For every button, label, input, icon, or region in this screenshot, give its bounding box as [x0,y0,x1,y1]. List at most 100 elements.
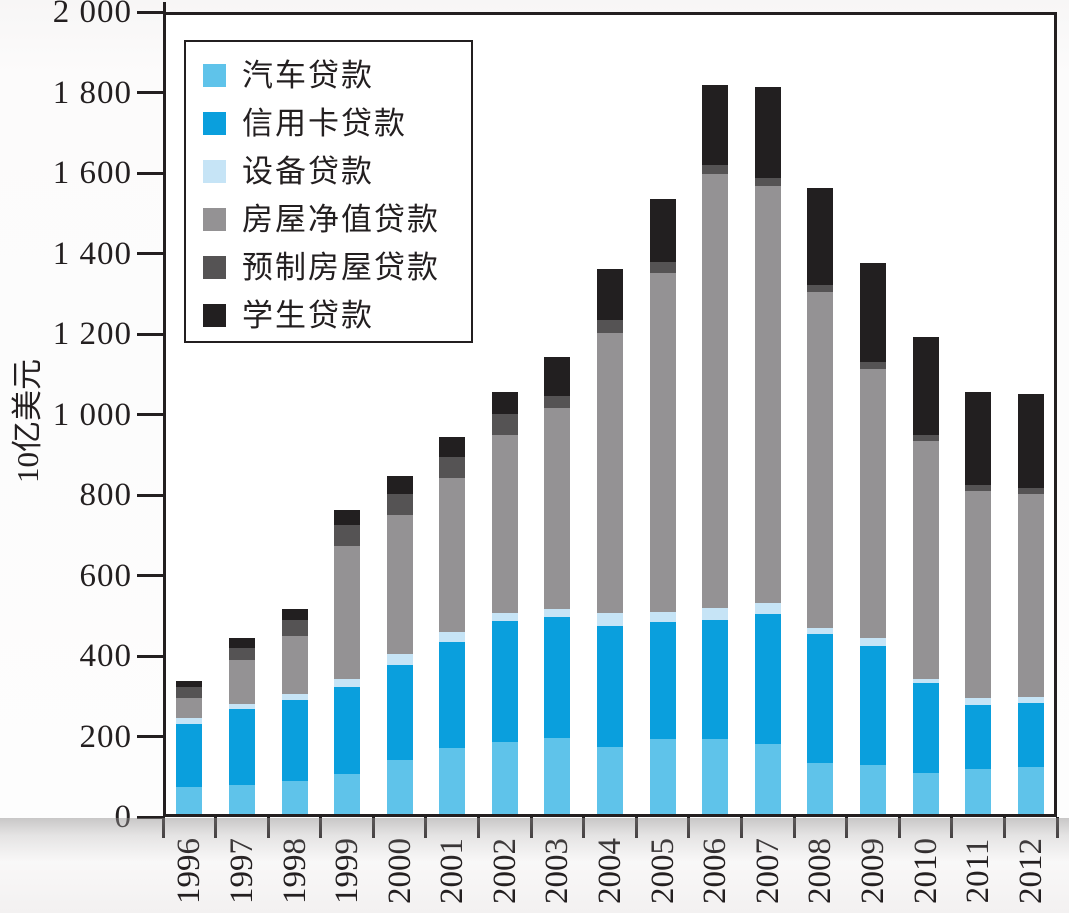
y-tick-label-400: 400 [79,638,132,674]
bar-2005-segment-home-equity-loans [649,273,676,613]
bar-2011-segment-student-loans [965,391,992,485]
bar-1998-segment-equipment-loans [281,693,308,700]
legend-item-student-loans: 学生贷款 [186,291,471,339]
bar-2002-segment-credit-card-loans [491,621,518,742]
bar-1996 [176,681,203,817]
bar-1999-segment-credit-card-loans [334,686,361,774]
legend-label-auto-loans: 汽车贷款 [242,57,374,93]
bar-2008-segment-auto-loans [807,762,834,817]
y-tick-1600 [137,171,163,175]
bar-2007-segment-home-equity-loans [754,185,781,604]
bar-2008-segment-credit-card-loans [807,634,834,763]
y-tick-label-600: 600 [79,557,132,594]
x-tick-label-2000: 2000 [381,838,418,904]
bar-2000-segment-auto-loans [386,759,413,817]
bar-2010-segment-home-equity-loans [912,441,939,679]
x-tick-6 [477,817,480,838]
bar-2008 [807,188,834,817]
bar-2005 [649,198,676,817]
bar-2003-segment-credit-card-loans [544,617,571,739]
bar-2011-segment-manufactured-housing-loans [965,485,992,491]
bar-1998-segment-student-loans [281,609,308,621]
y-axis-overshoot [163,2,166,12]
bar-2012-segment-student-loans [1017,393,1044,488]
plot-frame-top [163,12,1057,15]
x-tick-2 [266,817,270,838]
bar-2002-segment-home-equity-loans [491,434,518,614]
bar-1999-segment-manufactured-housing-loans [334,524,361,547]
bar-2003-segment-auto-loans [544,738,571,817]
x-tick-label-1997: 1997 [223,838,260,904]
bar-2001-segment-manufactured-housing-loans [439,456,466,478]
bar-1997-segment-equipment-loans [228,703,255,709]
y-tick-label-1600: 1 600 [52,155,132,191]
bar-2004-segment-manufactured-housing-loans [597,320,623,333]
y-tick-400 [137,654,163,658]
bar-1998 [281,609,308,817]
legend-item-manufactured-housing-loans: 预制房屋贷款 [186,243,471,291]
bar-2009-segment-manufactured-housing-loans [859,362,886,370]
bar-2006-segment-student-loans [702,85,729,165]
bar-2004-segment-student-loans [597,269,623,321]
bar-2001 [439,437,466,817]
x-tick-1 [214,817,218,838]
y-tick-2000 [137,10,163,14]
bar-1999 [334,510,361,817]
bar-2000-segment-home-equity-loans [386,514,413,654]
x-tick-label-2003: 2003 [539,838,576,904]
bar-2008-segment-student-loans [807,188,834,286]
bar-2006-segment-manufactured-housing-loans [702,164,729,174]
y-tick-1200 [137,332,163,336]
bar-2007 [754,87,781,817]
bar-1998-segment-home-equity-loans [281,635,308,694]
bar-2001-segment-auto-loans [439,747,466,817]
bar-2007-segment-equipment-loans [754,603,781,615]
legend-swatch-auto-loans [203,63,226,87]
bar-2009 [859,262,886,817]
legend-swatch-manufactured-housing-loans [203,255,226,279]
x-tick-17 [1055,817,1059,838]
x-tick-label-2006: 2006 [697,838,734,904]
y-tick-1000 [137,413,163,416]
bar-2007-segment-auto-loans [754,743,781,817]
bar-1997-segment-credit-card-loans [228,708,255,785]
bar-2005-segment-student-loans [649,198,676,262]
y-tick-label-800: 800 [79,477,132,513]
x-tick-label-2009: 2009 [854,838,891,904]
bar-1996-segment-home-equity-loans [176,697,203,719]
bar-1996-segment-equipment-loans [176,718,203,725]
legend-swatch-credit-card-loans [203,111,226,135]
y-tick-200 [137,735,163,738]
bar-2004-segment-home-equity-loans [597,332,623,614]
bar-1998-segment-credit-card-loans [281,699,308,781]
bar-1996-segment-student-loans [176,681,203,688]
x-tick-7 [529,817,533,838]
legend-item-home-equity-loans: 房屋净值贷款 [186,195,471,243]
bar-2002-segment-student-loans [491,391,518,414]
bar-1999-segment-auto-loans [334,773,361,817]
legend-swatch-equipment-loans [203,159,226,183]
y-tick-label-0: 0 [114,799,132,835]
x-tick-label-1996: 1996 [171,838,208,904]
y-axis-line [163,12,166,817]
bar-2004-segment-credit-card-loans [597,626,623,747]
bar-2003-segment-home-equity-loans [544,408,571,610]
bar-2011 [965,391,992,817]
y-axis-title: 10亿美元 [10,359,45,483]
bar-1997-segment-student-loans [228,638,255,648]
bar-2003-segment-manufactured-housing-loans [544,395,571,409]
bar-2002 [491,391,518,817]
bar-2004 [597,269,623,817]
bar-2012-segment-auto-loans [1017,766,1044,817]
bar-2007-segment-manufactured-housing-loans [754,177,781,186]
x-tick-11 [740,817,743,838]
bar-1999-segment-home-equity-loans [334,546,361,680]
x-tick-12 [792,817,796,838]
legend-label-manufactured-housing-loans: 预制房屋贷款 [242,249,440,285]
bar-2012-segment-equipment-loans [1017,696,1044,703]
bar-2010 [912,337,939,817]
bar-1996-segment-manufactured-housing-loans [176,687,203,698]
bar-1999-segment-equipment-loans [334,679,361,687]
bar-2011-segment-home-equity-loans [965,491,992,698]
bar-2009-segment-student-loans [859,262,886,363]
